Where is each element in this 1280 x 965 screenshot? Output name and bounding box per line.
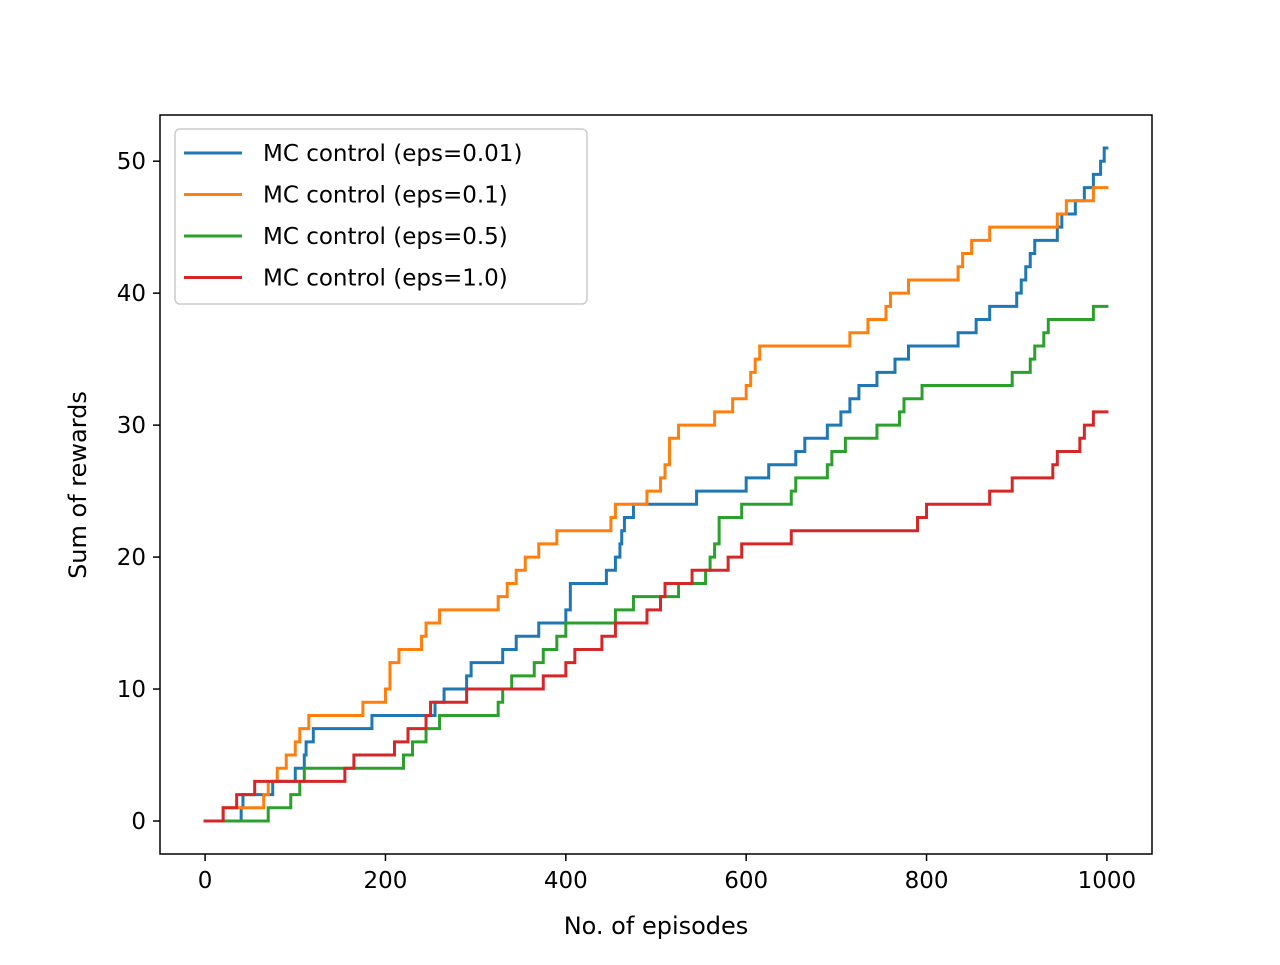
series-line-2 [203, 186, 1109, 823]
series-line-4 [203, 410, 1109, 823]
x-tick-label: 600 [724, 868, 768, 894]
x-axis-label: No. of episodes [564, 912, 749, 940]
y-axis-label: Sum of rewards [64, 391, 92, 579]
x-tick-label: 1000 [1078, 868, 1137, 894]
axis-ticks: 0 200 400 600 800 1000 0 10 20 30 40 50 [117, 149, 1136, 894]
x-tick-label: 200 [364, 868, 408, 894]
y-tick-label: 50 [117, 149, 146, 175]
legend: MC control (eps=0.01) MC control (eps=0.1… [174, 128, 588, 305]
series-line-1 [203, 146, 1109, 823]
y-tick-label: 40 [117, 281, 146, 307]
legend-label-2: MC control (eps=0.1) [263, 183, 508, 209]
y-tick-label: 20 [117, 545, 146, 571]
legend-label-1: MC control (eps=0.01) [263, 141, 522, 167]
legend-label-4: MC control (eps=1.0) [263, 266, 508, 292]
y-tick-label: 10 [117, 677, 146, 703]
plot-area-frame [159, 114, 1153, 855]
x-tick-label: 400 [544, 868, 588, 894]
series-layer [203, 146, 1109, 823]
y-tick-label: 30 [117, 413, 146, 439]
y-tick-label: 0 [131, 809, 146, 835]
x-tick-label: 0 [198, 868, 213, 894]
legend-box [174, 128, 588, 305]
x-tick-label: 800 [905, 868, 949, 894]
legend-label-3: MC control (eps=0.5) [263, 224, 508, 250]
